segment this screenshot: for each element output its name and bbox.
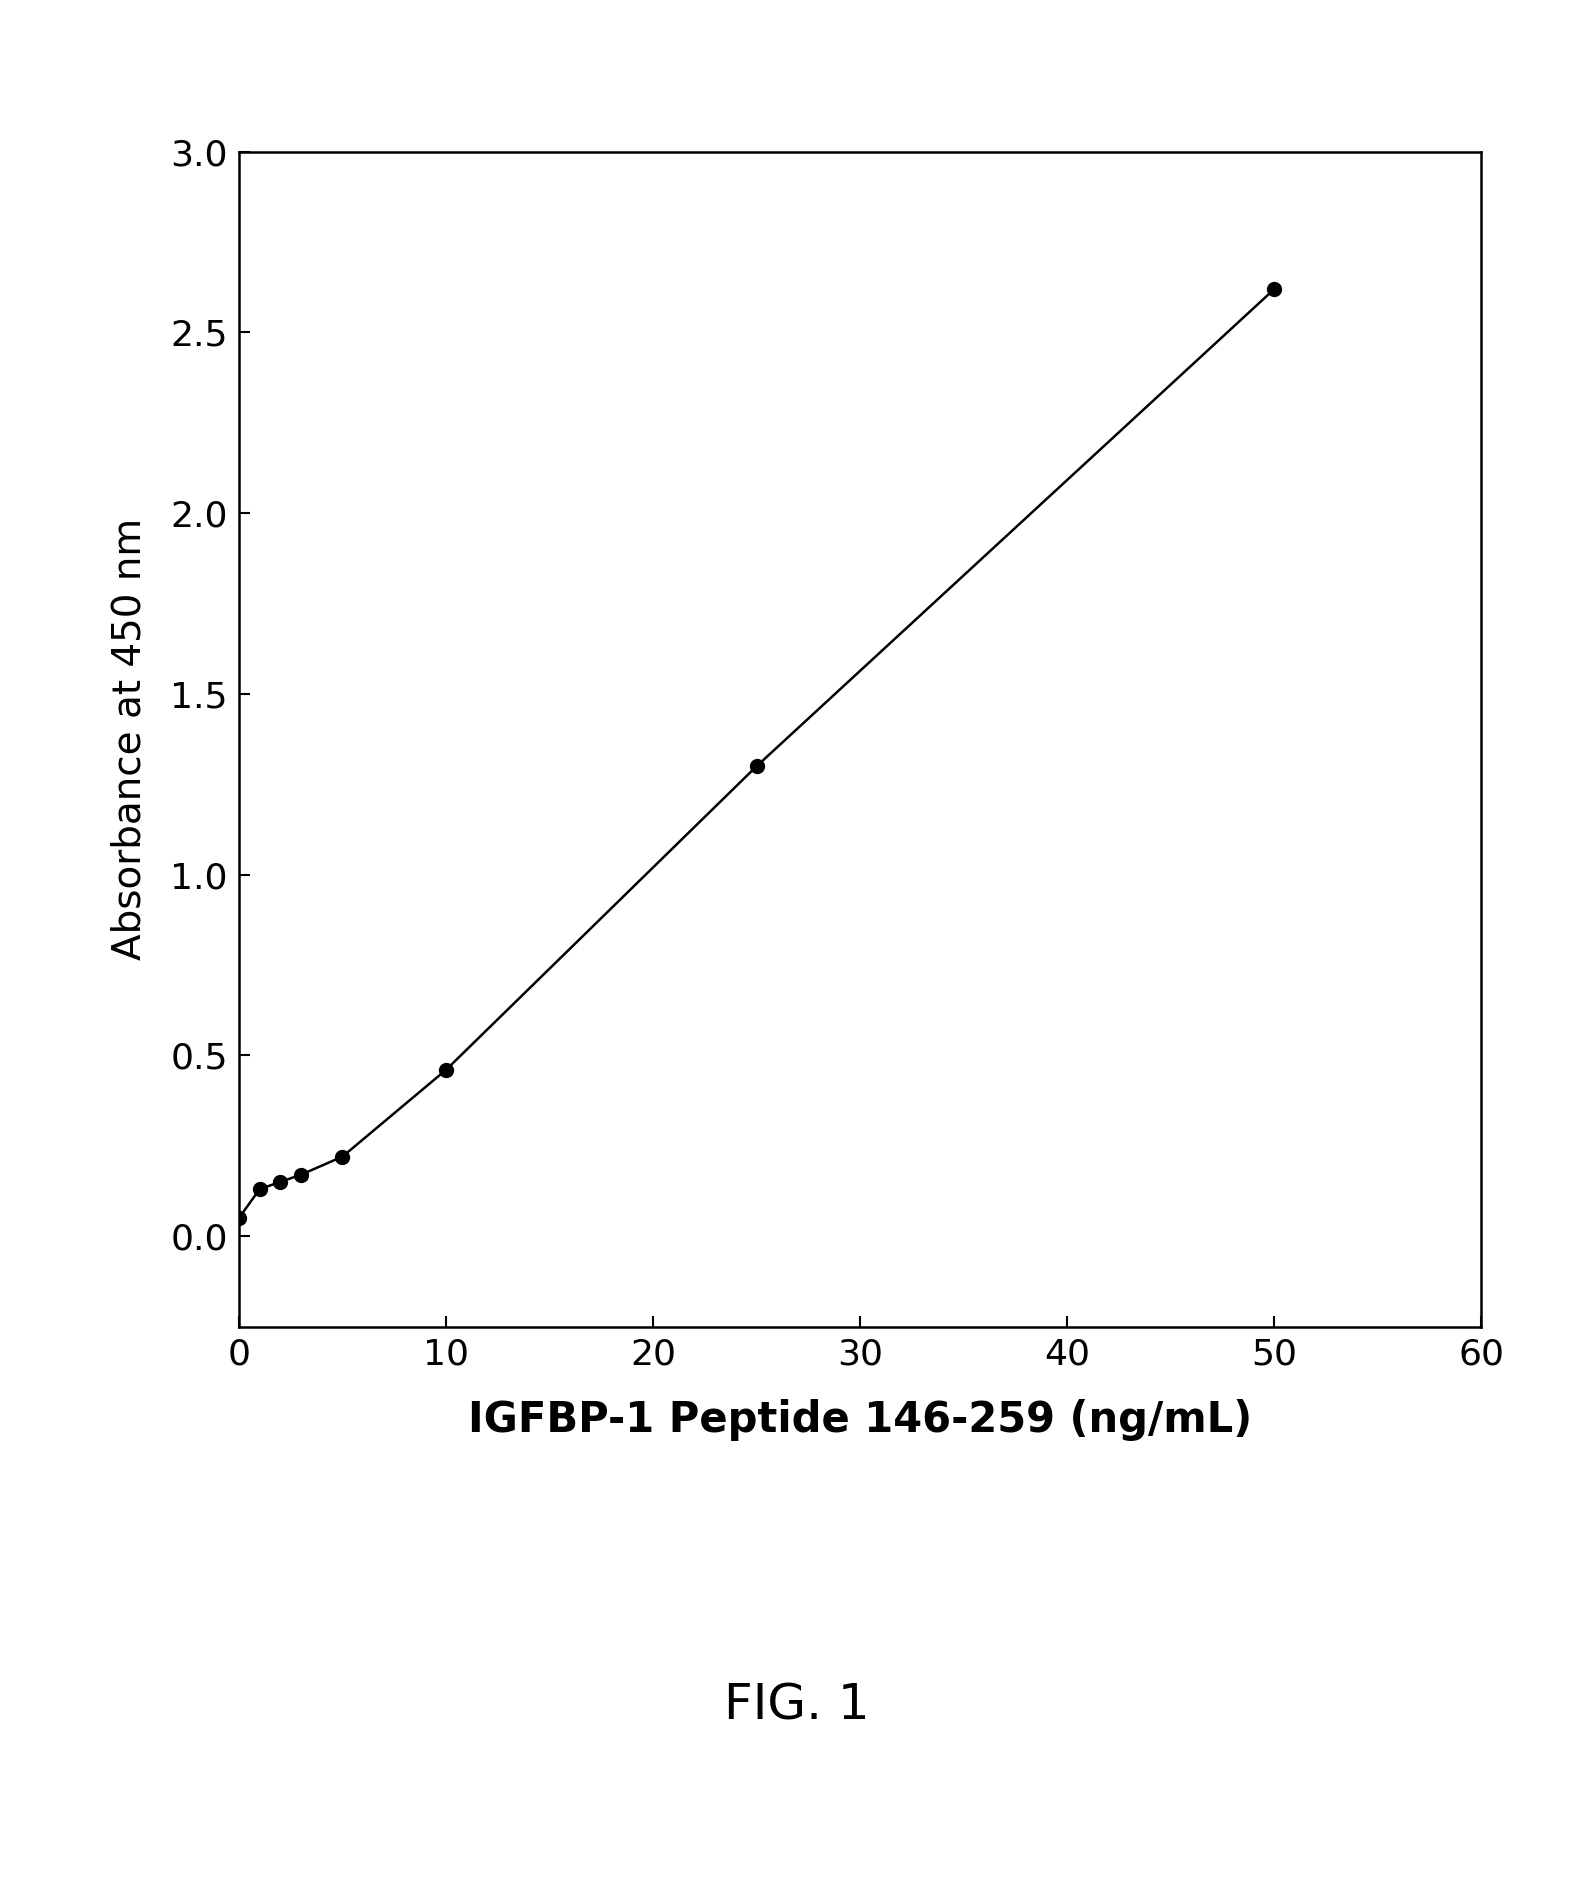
Text: FIG. 1: FIG. 1 bbox=[723, 1681, 870, 1730]
X-axis label: IGFBP-1 Peptide 146-259 (ng/mL): IGFBP-1 Peptide 146-259 (ng/mL) bbox=[468, 1399, 1252, 1442]
Y-axis label: Absorbance at 450 nm: Absorbance at 450 nm bbox=[110, 517, 148, 961]
